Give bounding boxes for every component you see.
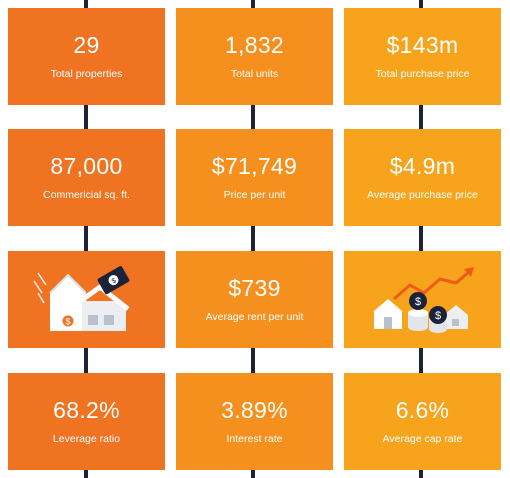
stat-label: Interest rate — [226, 432, 283, 445]
stat-label: Average cap rate — [382, 432, 463, 445]
stat-label: Price per unit — [223, 188, 286, 201]
stat-value: 68.2% — [53, 396, 120, 423]
stat-tile-interest-rate: 3.89% Interest rate — [176, 373, 333, 470]
stat-value: 6.6% — [395, 396, 450, 423]
svg-text:$: $ — [65, 317, 70, 327]
stat-tile-average-rent-per-unit: $739 Average rent per unit — [176, 251, 333, 348]
illustration-tile-investment: $ $ — [344, 251, 501, 348]
house-with-money-icon: $ $ — [33, 266, 130, 331]
stat-label: Total purchase price — [375, 67, 470, 80]
stat-tile-total-properties: 29 Total properties — [8, 8, 165, 105]
stat-value: 87,000 — [50, 152, 123, 179]
stat-tile-total-purchase-price: $143m Total purchase price — [344, 8, 501, 105]
svg-text:$: $ — [111, 277, 118, 285]
connector-line — [419, 0, 423, 478]
stat-value: 1,832 — [224, 31, 285, 58]
stat-tile-total-units: 1,832 Total units — [176, 8, 333, 105]
stat-value: $71,749 — [211, 152, 298, 179]
connector-line — [251, 0, 255, 478]
stat-value: $143m — [386, 31, 459, 58]
stat-label: Total units — [230, 67, 279, 80]
stat-value: 3.89% — [221, 396, 288, 423]
stat-tile-average-cap-rate: 6.6% Average cap rate — [344, 373, 501, 470]
houses-coins-growth-icon: $ $ — [374, 267, 474, 333]
stat-value: 29 — [73, 31, 100, 58]
connector-line — [84, 0, 88, 478]
stat-label: Leverage ratio — [52, 432, 121, 445]
svg-text:$: $ — [415, 296, 421, 308]
stat-label: Average purchase price — [367, 188, 478, 201]
stat-tile-price-per-unit: $71,749 Price per unit — [176, 129, 333, 226]
stat-tile-commercial-sq-ft: 87,000 Commericial sq. ft. — [8, 129, 165, 226]
stat-label: Total properties — [50, 67, 123, 80]
stat-label: Average rent per unit — [205, 310, 304, 323]
svg-text:$: $ — [435, 310, 441, 322]
stat-label: Commericial sq. ft. — [43, 188, 130, 201]
stat-value: $4.9m — [389, 152, 456, 179]
illustration-tile-house: $ $ — [8, 251, 165, 348]
stat-tile-leverage-ratio: 68.2% Leverage ratio — [8, 373, 165, 470]
stat-value: $739 — [228, 274, 281, 301]
stat-tile-average-purchase-price: $4.9m Average purchase price — [344, 129, 501, 226]
